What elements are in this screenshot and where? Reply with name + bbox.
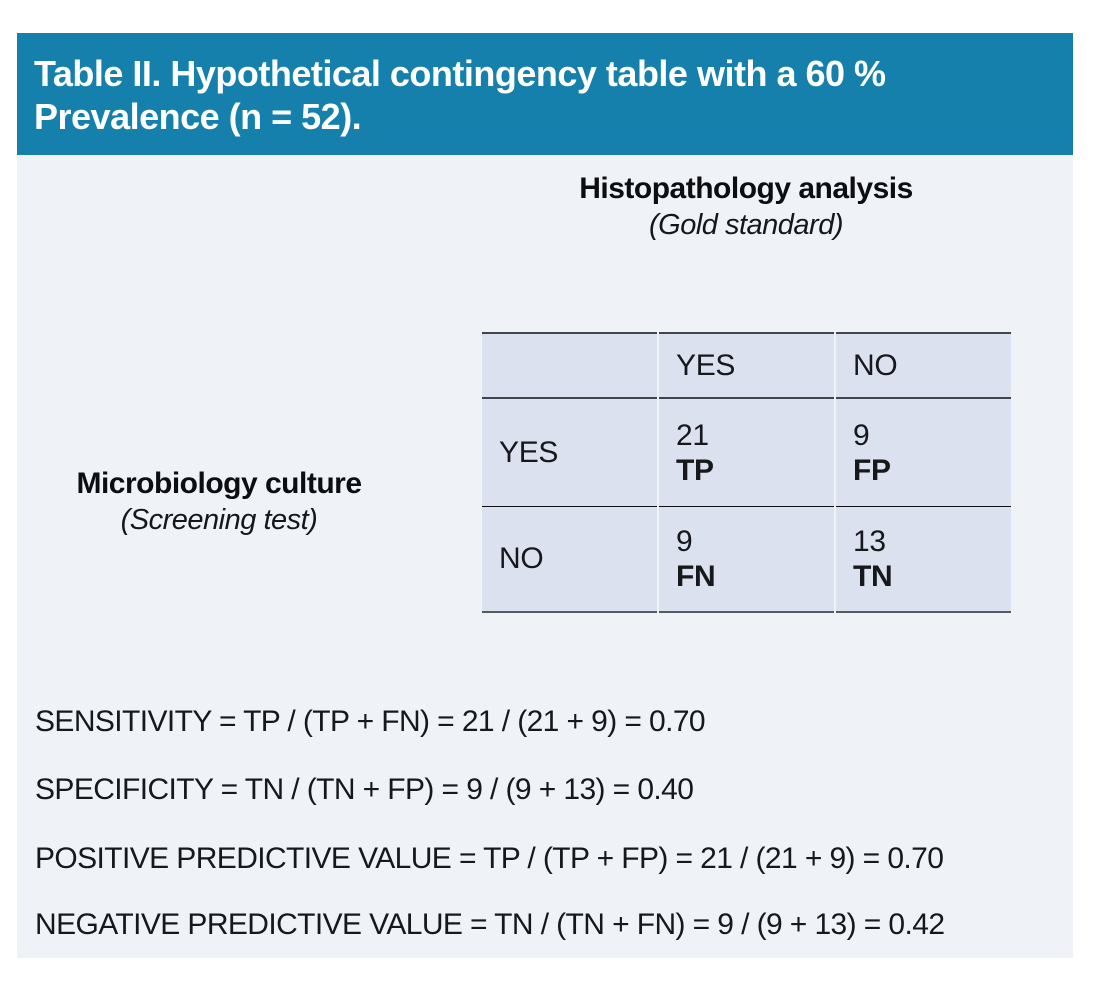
- table-caption: Table II. Hypothetical contingency table…: [34, 53, 886, 137]
- corner-cell: [482, 332, 657, 399]
- contingency-table: YES NO YES 21 TP 9 FP: [480, 332, 1013, 613]
- table-header-row: YES NO: [482, 332, 1011, 399]
- table-row: NO 9 FN 13 TN: [482, 507, 1011, 613]
- row-label-yes: YES: [482, 399, 657, 507]
- cell-tn: 13 TN: [836, 507, 1011, 613]
- formula-positive-predictive-value: POSITIVE PREDICTIVE VALUE = TP / (TP + F…: [35, 842, 944, 875]
- cell-tp: 21 TP: [659, 399, 834, 507]
- formula-negative-predictive-value: NEGATIVE PREDICTIVE VALUE = TN / (TN + F…: [35, 908, 945, 941]
- cell-fn: 9 FN: [659, 507, 834, 613]
- cell-fp: 9 FP: [836, 399, 1011, 507]
- cell-tp-value: 21: [676, 418, 709, 452]
- column-axis-subtitle: (Gold standard): [648, 209, 843, 241]
- column-axis-header: Histopathology analysis (Gold standard): [579, 170, 913, 244]
- column-axis-title: Histopathology analysis: [579, 172, 913, 205]
- table-panel: Histopathology analysis (Gold standard) …: [17, 155, 1073, 958]
- table-figure-card: Table II. Hypothetical contingency table…: [17, 33, 1073, 958]
- row-axis-title: Microbiology culture: [76, 467, 362, 500]
- cell-fp-value: 9: [853, 418, 870, 452]
- cell-tn-abbr: TN: [853, 560, 893, 593]
- formula-specificity: SPECIFICITY = TN / (TN + FP) = 9 / (9 + …: [35, 773, 694, 806]
- cell-fp-abbr: FP: [853, 453, 891, 487]
- row-label-no: NO: [482, 507, 657, 613]
- cell-fn-value: 9: [676, 525, 693, 558]
- row-axis-subtitle: (Screening test): [120, 504, 318, 536]
- table-row: YES 21 TP 9 FP: [482, 399, 1011, 507]
- column-label-yes: YES: [659, 332, 834, 399]
- cell-tp-abbr: TP: [676, 453, 714, 487]
- formula-sensitivity: SENSITIVITY = TP / (TP + FN) = 21 / (21 …: [35, 705, 706, 738]
- row-axis-header: Microbiology culture (Screening test): [76, 465, 362, 539]
- column-label-no: NO: [836, 332, 1011, 399]
- table-caption-band: Table II. Hypothetical contingency table…: [17, 33, 1073, 155]
- cell-fn-abbr: FN: [676, 560, 716, 593]
- cell-tn-value: 13: [853, 525, 886, 558]
